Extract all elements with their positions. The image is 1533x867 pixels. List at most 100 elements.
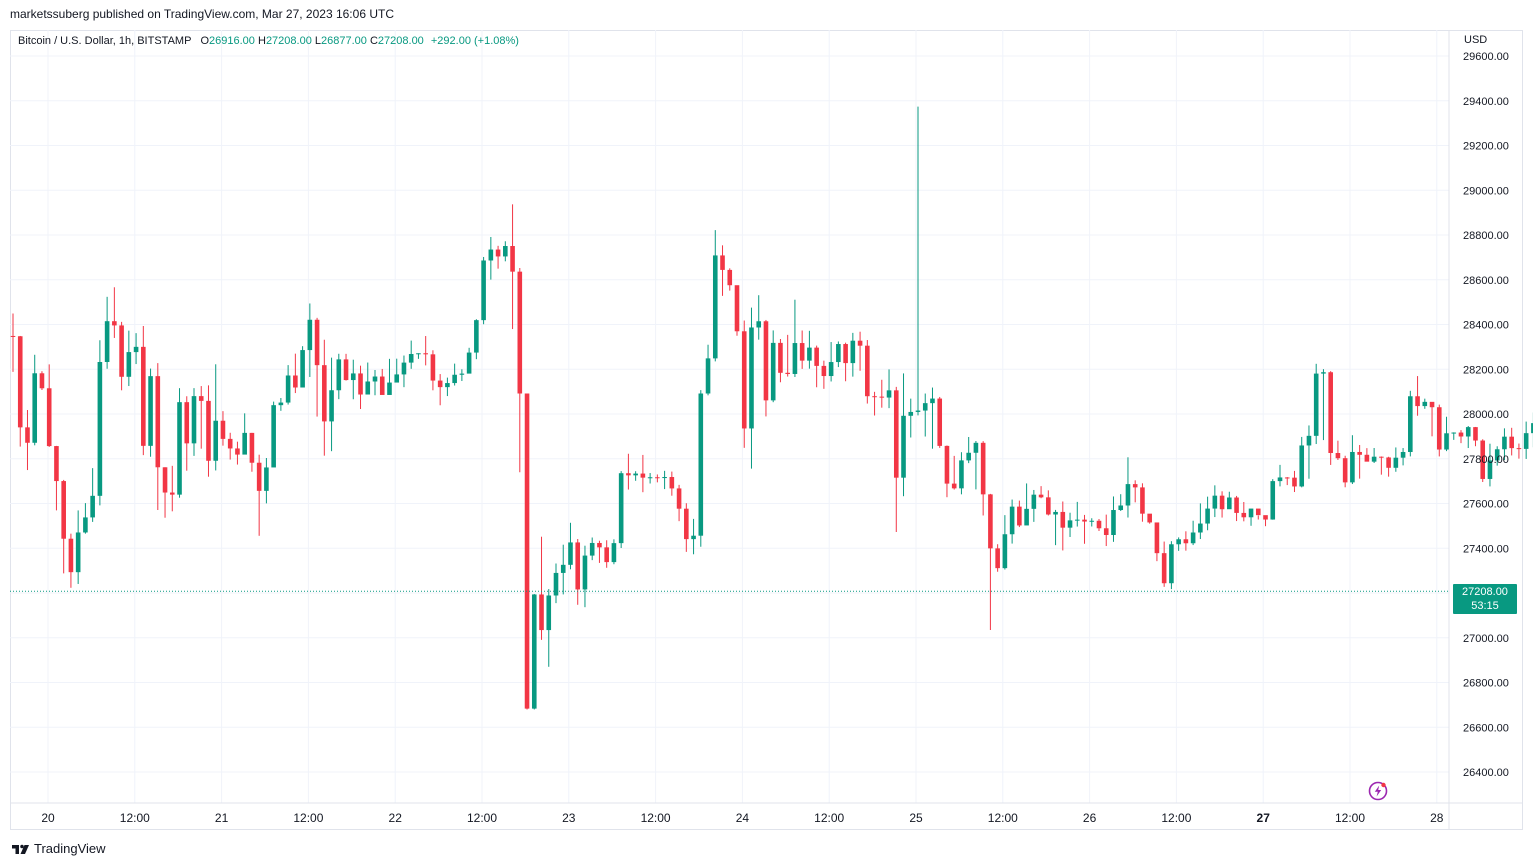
candle xyxy=(416,353,421,359)
candle-body xyxy=(1017,506,1022,526)
candle-body xyxy=(1328,372,1333,453)
candle xyxy=(705,344,711,396)
candle xyxy=(1292,470,1297,493)
candle xyxy=(734,285,740,336)
footer-brand-text: TradingView xyxy=(34,841,106,856)
legend-symbol[interactable]: Bitcoin / U.S. Dollar, 1h, BITSTAMP xyxy=(18,35,192,47)
candle xyxy=(1103,514,1109,547)
candle xyxy=(1509,427,1514,456)
candle xyxy=(575,539,581,605)
candle-body xyxy=(908,411,914,416)
candle xyxy=(285,365,291,405)
candle xyxy=(836,341,841,368)
grid-lines xyxy=(10,30,1449,803)
y-tick-label: 29600.00 xyxy=(1463,51,1509,63)
candle-body xyxy=(1074,519,1080,521)
candle-body xyxy=(1046,497,1051,515)
x-tick-label: 12:00 xyxy=(293,811,323,825)
candle xyxy=(350,359,356,400)
candle xyxy=(1502,428,1507,461)
candle xyxy=(1415,376,1420,416)
x-tick-label: 20 xyxy=(41,811,55,825)
candle-body xyxy=(256,462,262,491)
candle-body xyxy=(589,542,595,556)
candle-body xyxy=(1190,532,1196,544)
candle-body xyxy=(741,331,747,429)
candle xyxy=(988,493,993,631)
candle-body xyxy=(481,260,486,321)
candle-body xyxy=(995,548,1000,569)
candle xyxy=(336,353,342,400)
candle-body xyxy=(104,321,110,363)
candle xyxy=(553,563,559,604)
candle xyxy=(684,503,689,552)
candle-body xyxy=(1053,511,1058,515)
flash-icon[interactable] xyxy=(1368,781,1388,801)
candle-body xyxy=(437,380,443,388)
candle-body xyxy=(857,340,863,346)
y-tick-label: 27600.00 xyxy=(1463,499,1509,511)
candle-body xyxy=(1465,427,1471,437)
candle xyxy=(597,540,602,563)
x-tick-label: 12:00 xyxy=(988,811,1018,825)
candle-body xyxy=(662,477,667,479)
candle xyxy=(387,358,392,395)
candle-body xyxy=(879,396,885,398)
candle-body xyxy=(379,376,385,395)
candle-body xyxy=(1089,520,1095,522)
candle-body xyxy=(350,373,356,381)
candle-body xyxy=(568,542,573,565)
currency-label[interactable]: USD xyxy=(1464,34,1488,46)
candle xyxy=(524,393,530,710)
candle-body xyxy=(1147,513,1152,523)
candle xyxy=(973,441,979,490)
candle xyxy=(1357,445,1362,479)
candle-body xyxy=(575,542,581,590)
candle-body xyxy=(408,354,414,363)
candle-body xyxy=(872,396,877,398)
candle-body xyxy=(1292,477,1297,487)
candle-body xyxy=(517,271,523,394)
candle xyxy=(1458,430,1464,444)
candle-body xyxy=(126,352,132,377)
candle-body xyxy=(68,538,74,573)
candle-body xyxy=(1531,423,1533,434)
candle-body xyxy=(365,381,371,395)
candle xyxy=(720,245,725,296)
candle xyxy=(112,287,117,338)
y-tick-label: 27400.00 xyxy=(1463,543,1509,555)
candle-body xyxy=(1161,553,1167,584)
candle xyxy=(1263,515,1268,527)
candle xyxy=(959,452,964,495)
candle-body xyxy=(1429,401,1435,408)
candle xyxy=(191,388,197,456)
ohlc-legend[interactable]: Bitcoin / U.S. Dollar, 1h, BITSTAMP O269… xyxy=(18,35,519,47)
candle-body xyxy=(1227,497,1232,510)
candle-body xyxy=(503,246,508,257)
candle-body xyxy=(1024,508,1029,526)
y-tick-label: 27000.00 xyxy=(1463,633,1509,645)
candle xyxy=(220,411,226,446)
candle xyxy=(1473,426,1478,447)
candle-body xyxy=(669,477,675,489)
candle-body xyxy=(1212,495,1218,509)
footer-brand[interactable]: TradingView xyxy=(12,841,106,856)
candle-body xyxy=(1198,523,1203,533)
candle xyxy=(1371,447,1377,464)
candle-body xyxy=(1038,494,1044,498)
candle xyxy=(655,474,660,483)
candle xyxy=(1284,477,1290,486)
candle-body xyxy=(865,345,870,397)
candle xyxy=(611,539,617,565)
candle-body xyxy=(886,390,892,398)
candle xyxy=(256,454,262,536)
candle-body xyxy=(814,347,819,366)
candle xyxy=(951,455,957,490)
candle-body xyxy=(1473,427,1478,441)
candle-body xyxy=(1306,435,1312,446)
candle xyxy=(293,353,298,394)
candle-body xyxy=(1299,445,1305,487)
candle-body xyxy=(1118,505,1124,511)
candle-body xyxy=(1408,396,1413,452)
